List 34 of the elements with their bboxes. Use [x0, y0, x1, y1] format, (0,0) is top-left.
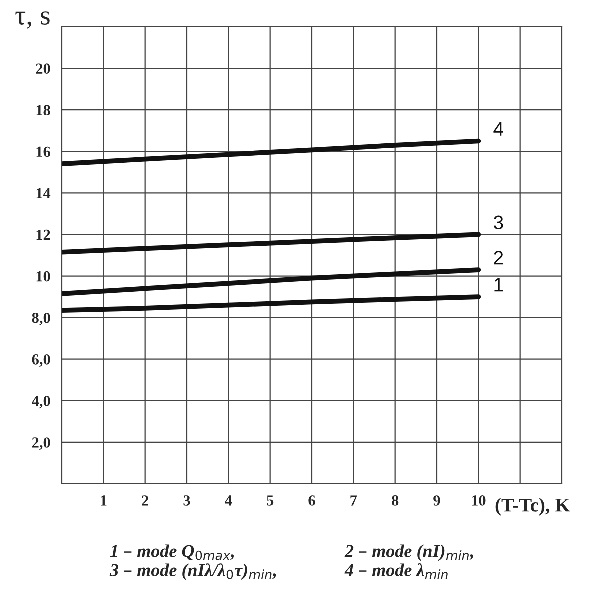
y-tick-label: 10 [36, 271, 50, 282]
x-tick-label: 5 [267, 496, 274, 506]
y-tick-label: 8,0 [32, 312, 50, 326]
y-tick-label: 2,0 [32, 438, 50, 450]
x-axis-title: (T-Tc), K [496, 498, 570, 516]
y-tick-label: 18 [36, 105, 50, 116]
x-tick-label: 9 [434, 496, 440, 506]
series-label: 4 [494, 122, 504, 136]
x-tick-label: 4 [225, 496, 232, 506]
line-series [62, 232, 482, 255]
series-label: 3 [494, 216, 504, 230]
series-label: 2 [494, 251, 504, 265]
line-series [62, 268, 482, 296]
text: 1 – mode Q$_{0max}$, [110, 544, 234, 560]
text: 2 – mode (nI)$_{min}$, [344, 544, 474, 562]
y-tick-label: 4,0 [32, 396, 50, 409]
line-series [62, 294, 482, 313]
line-series [62, 138, 482, 167]
x-tick-label: 3 [184, 496, 190, 506]
y-tick-label: 14 [36, 188, 51, 198]
y-axis-title: τ, s [16, 12, 50, 29]
y-tick-label: 6,0 [32, 354, 50, 368]
y-tick-label: 16 [36, 146, 50, 158]
x-tick-label: 6 [308, 496, 316, 506]
y-tick-label: 12 [36, 230, 50, 240]
x-tick-label: 1 [101, 496, 107, 506]
x-tick-label: 7 [350, 496, 358, 506]
text: 3 – mode (nIλ/λ$_{0}$τ)$_{min}$, [110, 564, 276, 580]
x-tick-label: 2 [142, 496, 148, 506]
x-tick-label: 8 [392, 496, 399, 506]
x-tick-label: 10 [472, 496, 486, 506]
y-tick-label: 20 [36, 64, 50, 74]
series-label: 1 [494, 278, 504, 292]
text: 4 – mode λ$_{min}$ [344, 564, 448, 580]
